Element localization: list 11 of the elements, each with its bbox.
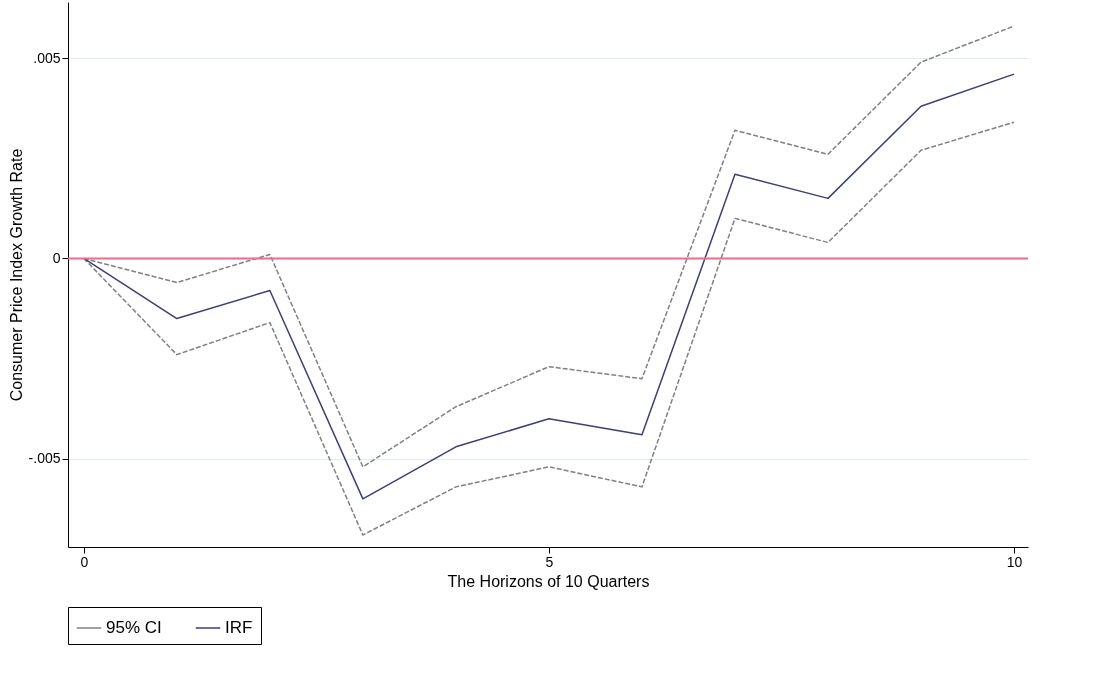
y-tick-label: .005 <box>33 49 61 66</box>
x-tick-label: 0 <box>80 553 89 570</box>
legend-label: 95% CI <box>106 618 162 637</box>
x-tick-label: 5 <box>545 553 554 570</box>
y-tick-label: -.005 <box>28 450 61 467</box>
x-axis-title: The Horizons of 10 Quarters <box>447 572 650 590</box>
y-tick-label: 0 <box>52 249 61 266</box>
x-tick-label: 10 <box>1006 553 1023 570</box>
line-series <box>83 73 1015 500</box>
legend-label: IRF <box>225 618 253 637</box>
y-axis-title: Consumer Price Index Growth Rate <box>7 148 25 402</box>
